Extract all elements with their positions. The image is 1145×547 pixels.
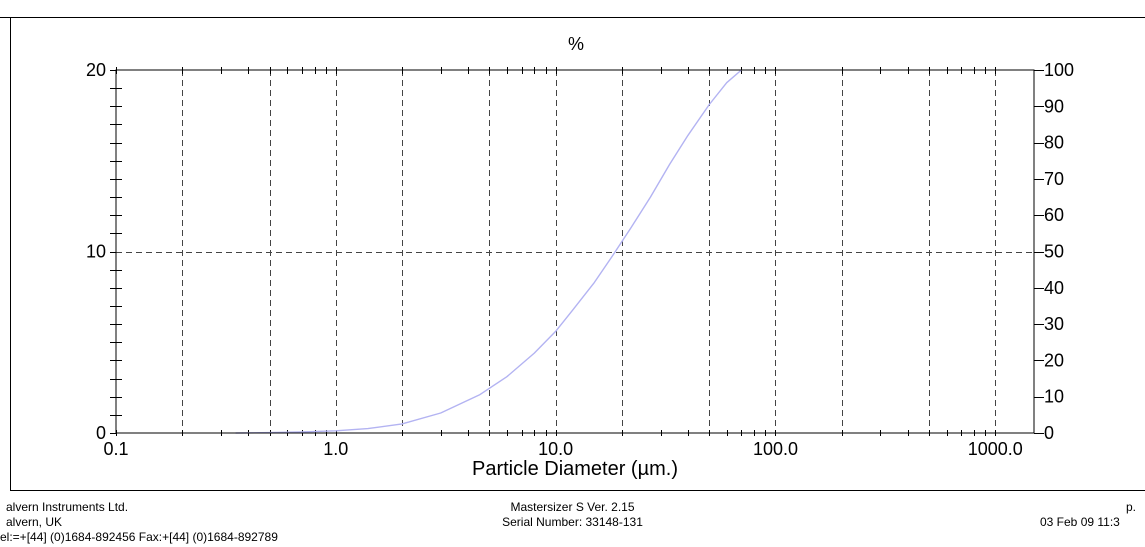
instrument-line-1: Mastersizer S Ver. 2.15: [510, 500, 635, 514]
company-line-1: alvern Instruments Ltd.: [6, 500, 129, 514]
x-axis-tick-label: 10.0: [538, 439, 573, 459]
grid-lines: [116, 70, 1034, 433]
instrument-line-2: Serial Number: 33148-131: [502, 515, 643, 529]
right-axis-tick-label: 20: [1044, 350, 1064, 370]
bottom-x-axis: 0.1 1.0 10.0 100.0 1000.0: [103, 430, 1023, 459]
right-axis-tick-label: 30: [1044, 314, 1064, 334]
x-axis-tick-label: 1.0: [323, 439, 348, 459]
left-axis-tick-label: 20: [86, 60, 106, 80]
page-label: p.: [1126, 500, 1137, 514]
plot-area-border: [115, 69, 1035, 434]
report-date: 03 Feb 09 11:3: [1040, 515, 1120, 529]
right-axis-tick-label: 50: [1044, 242, 1064, 262]
right-axis-tick-label: 10: [1044, 387, 1064, 407]
x-axis-label: Particle Diameter (µm.): [472, 458, 678, 480]
left-y-axis: 0 10 20: [86, 60, 122, 443]
right-axis-tick-label: 0: [1044, 423, 1054, 443]
right-y-axis: 0 10 20 30 40 50 60 70 80 90 100: [1034, 60, 1074, 443]
right-axis-tick-label: 100: [1044, 60, 1074, 80]
x-axis-tick-label: 1000.0: [968, 439, 1023, 459]
cumulative-curve: [235, 69, 742, 434]
right-axis-tick-label: 60: [1044, 205, 1064, 225]
x-axis-tick-label: 0.1: [103, 439, 128, 459]
series-layer: [235, 69, 742, 434]
right-axis-tick-label: 80: [1044, 133, 1064, 153]
x-axis-tick-label: 100.0: [753, 439, 798, 459]
chart-title: %: [568, 34, 584, 54]
company-line-3: el:=+[44] (0)1684-892456 Fax:+[44] (0)16…: [0, 530, 278, 544]
right-axis-tick-label: 90: [1044, 96, 1064, 116]
left-axis-tick-label: 10: [86, 242, 106, 262]
company-line-2: alvern, UK: [6, 515, 63, 529]
left-axis-tick-label: 0: [96, 423, 106, 443]
right-axis-tick-label: 40: [1044, 278, 1064, 298]
right-axis-tick-label: 70: [1044, 169, 1064, 189]
